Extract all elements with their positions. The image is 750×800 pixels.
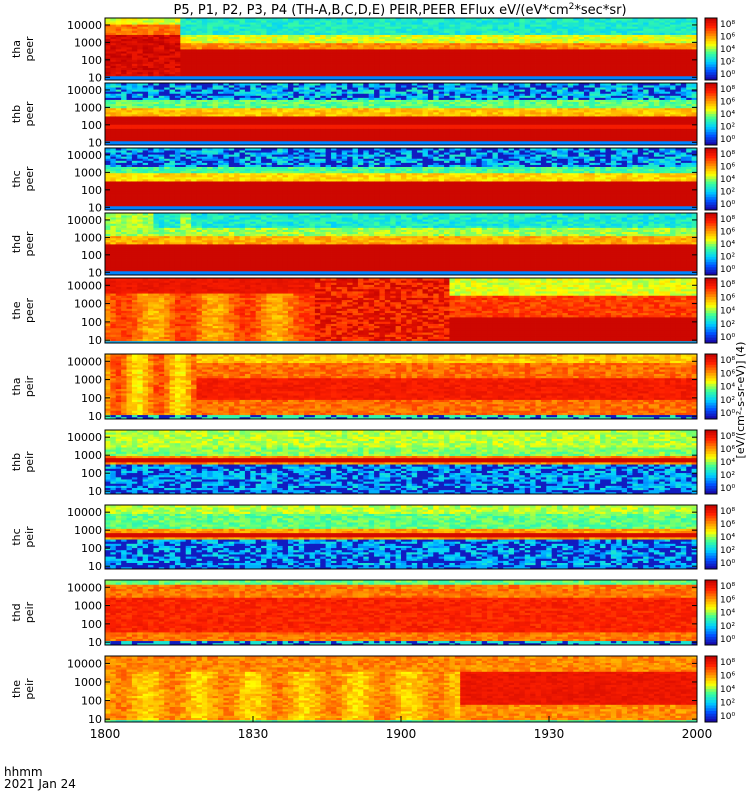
figure-canvas: P5, P1, P2, P3, P4 (TH-A,B,C,D,E) PEIR,P…	[0, 0, 750, 800]
title-main: P5, P1, P2, P3, P4 (TH-A,B,C,D,E) PEIR,P…	[173, 3, 568, 18]
title-tail: *sec*sr)	[574, 3, 626, 18]
figure-title: P5, P1, P2, P3, P4 (TH-A,B,C,D,E) PEIR,P…	[173, 2, 626, 18]
spectrogram-figure: P5, P1, P2, P3, P4 (TH-A,B,C,D,E) PEIR,P…	[0, 0, 750, 800]
heatmap-cells	[105, 18, 697, 80]
